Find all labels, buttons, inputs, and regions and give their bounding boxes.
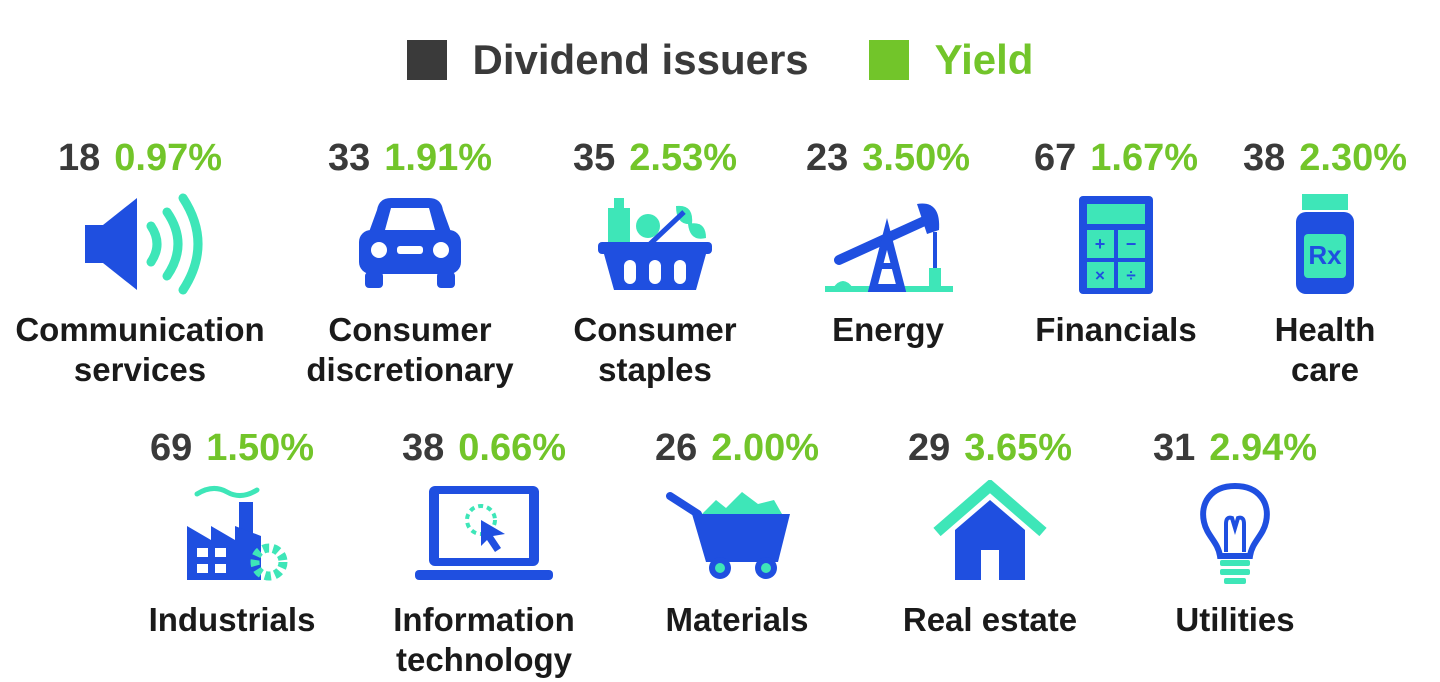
sector-count: 35 [572, 137, 616, 179]
sector-count: 31 [1152, 427, 1196, 469]
sector-stats: 38 0.66% [344, 426, 624, 470]
grocery-basket-icon [598, 198, 712, 290]
sector-count: 23 [805, 137, 849, 179]
sector-stats: 18 0.97% [0, 136, 280, 180]
sector-tile-energy: 23 3.50% Energy [748, 136, 1028, 350]
svg-text:−: − [1126, 234, 1137, 254]
sector-count: 38 [401, 427, 445, 469]
light-bulb-icon [1200, 482, 1270, 584]
sector-count: 69 [149, 427, 193, 469]
sector-label-line-1: Energy [832, 311, 944, 348]
sector-count: 18 [57, 137, 101, 179]
medicine-bottle-icon: Rx [1296, 194, 1354, 294]
sector-stats: 33 1.91% [270, 136, 550, 180]
sector-stats: 69 1.50% [92, 426, 372, 470]
sector-label-line-1: Financials [1035, 311, 1197, 348]
sector-label-line-2: technology [395, 641, 572, 678]
sector-yield: 1.50% [206, 427, 315, 469]
sector-tile-health-care: 38 2.30% Rx Health care [1185, 136, 1440, 390]
sector-label: Information technology [344, 600, 624, 680]
sector-label: Industrials [92, 600, 372, 640]
legend-label-yield: Yield [934, 36, 1034, 83]
sector-label-line-1: Materials [665, 601, 809, 638]
sector-label: Utilities [1095, 600, 1375, 640]
sector-label-line-1: Real estate [902, 601, 1078, 638]
mine-cart-icon [666, 492, 790, 579]
svg-text:+: + [1095, 234, 1106, 254]
sector-count: 26 [654, 427, 698, 469]
sector-count: 67 [1033, 137, 1077, 179]
sector-label-line-1: Consumer [573, 311, 737, 348]
svg-text:Rx: Rx [1308, 240, 1342, 270]
legend-item-yield: Yield [868, 36, 1034, 84]
sector-yield: 1.67% [1090, 137, 1199, 179]
sector-yield: 1.91% [384, 137, 493, 179]
car-icon [359, 198, 461, 288]
sector-label: Energy [748, 310, 1028, 350]
sector-tile-communication-services: 18 0.97% Communication services [0, 136, 280, 390]
sector-label-line-1: Industrials [148, 601, 316, 638]
sector-count: 33 [327, 137, 371, 179]
sector-tile-consumer-discretionary: 33 1.91% Consumer discretionary [270, 136, 550, 390]
legend-item-issuers: Dividend issuers [406, 36, 809, 84]
legend-swatch-yield [868, 40, 909, 80]
sector-tile-industrials: 69 1.50% Industrials [92, 426, 372, 640]
sector-yield: 3.50% [862, 137, 971, 179]
sector-label-line-2: discretionary [306, 351, 514, 388]
sector-label-line-2: staples [598, 351, 712, 388]
sector-stats: 31 2.94% [1095, 426, 1375, 470]
sector-label: Financials [976, 310, 1256, 350]
sector-label-line-1: Utilities [1175, 601, 1295, 638]
sector-label: Consumer staples [515, 310, 795, 390]
sector-label: Health care [1185, 310, 1440, 390]
sector-stats: 29 3.65% [850, 426, 1130, 470]
sector-tile-information-technology: 38 0.66% Information technology [344, 426, 624, 680]
sector-label-line-1: Health [1274, 311, 1376, 348]
sector-stats: 35 2.53% [515, 136, 795, 180]
sector-tile-materials: 26 2.00% Materials [597, 426, 877, 640]
calculator-icon: + − × ÷ [1079, 196, 1153, 294]
sector-yield: 0.97% [114, 137, 223, 179]
sector-yield: 2.00% [711, 427, 820, 469]
sector-stats: 26 2.00% [597, 426, 877, 470]
sector-label: Real estate [850, 600, 1130, 640]
factory-icon [187, 486, 288, 581]
oil-pump-icon [825, 203, 953, 292]
sector-label-line-1: Information [393, 601, 575, 638]
sector-count: 38 [1242, 137, 1286, 179]
legend-label-issuers: Dividend issuers [472, 36, 809, 83]
sector-yield: 2.53% [629, 137, 738, 179]
sector-label: Consumer discretionary [270, 310, 550, 390]
legend-swatch-issuers [406, 40, 447, 80]
svg-text:÷: ÷ [1126, 266, 1135, 285]
sector-tile-utilities: 31 2.94% Utilities [1095, 426, 1375, 640]
house-icon [933, 480, 1047, 580]
sector-label-line-1: Communication [15, 311, 265, 348]
sector-tile-financials: 67 1.67% + − × ÷ Financials [976, 136, 1256, 350]
sector-stats: 38 2.30% [1185, 136, 1440, 180]
sector-label: Materials [597, 600, 877, 640]
sector-label-line-2: care [1291, 351, 1359, 388]
sector-count: 29 [907, 427, 951, 469]
sector-stats: 67 1.67% [976, 136, 1256, 180]
sector-yield: 3.65% [964, 427, 1073, 469]
sector-yield: 2.30% [1299, 137, 1408, 179]
legend: Dividend issuers Yield [0, 36, 1440, 84]
sector-yield: 0.66% [458, 427, 567, 469]
sector-label-line-2: services [73, 351, 207, 388]
sector-tile-consumer-staples: 35 2.53% Consumer staples [515, 136, 795, 390]
laptop-icon [415, 486, 553, 580]
sector-tile-real-estate: 29 3.65% Real estate [850, 426, 1130, 640]
sector-label: Communication services [0, 310, 280, 390]
sector-stats: 23 3.50% [748, 136, 1028, 180]
speaker-icon [85, 193, 203, 295]
sector-yield: 2.94% [1209, 427, 1318, 469]
sector-label-line-1: Consumer [328, 311, 492, 348]
svg-text:×: × [1095, 266, 1105, 285]
